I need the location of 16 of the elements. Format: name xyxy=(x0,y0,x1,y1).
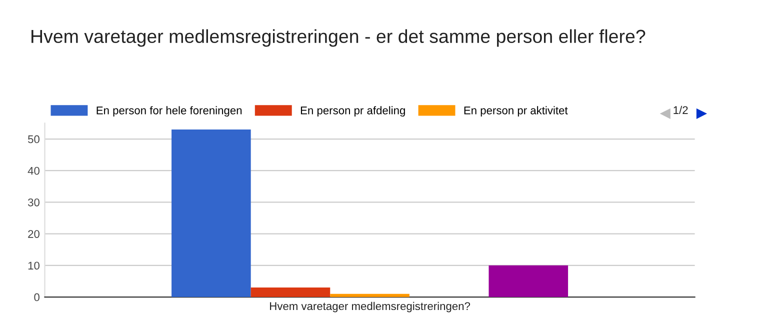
chart-title: Hvem varetager medlemsregistreringen - er det samme person eller flere? xyxy=(32,29,646,47)
bar xyxy=(330,294,410,298)
y-tick-label: 30 xyxy=(28,198,40,206)
legend-label: En person pr afdeling xyxy=(300,106,405,117)
text: 1/2 xyxy=(674,106,688,114)
bar xyxy=(488,265,568,298)
y-tick-label: 50 xyxy=(28,135,40,144)
y-tick-label: 0 xyxy=(34,293,40,302)
y-tick-label: 10 xyxy=(28,262,40,270)
x-tick-label: Hvem varetager medlemsregistreringen? xyxy=(270,302,470,312)
y-tick-label: 20 xyxy=(28,230,40,238)
legend-label: En person pr aktivitet xyxy=(464,106,568,117)
legend-label: En person for hele foreningen xyxy=(96,106,242,117)
bar xyxy=(250,288,330,298)
y-tick-label: 40 xyxy=(28,166,40,175)
bar xyxy=(172,130,251,298)
